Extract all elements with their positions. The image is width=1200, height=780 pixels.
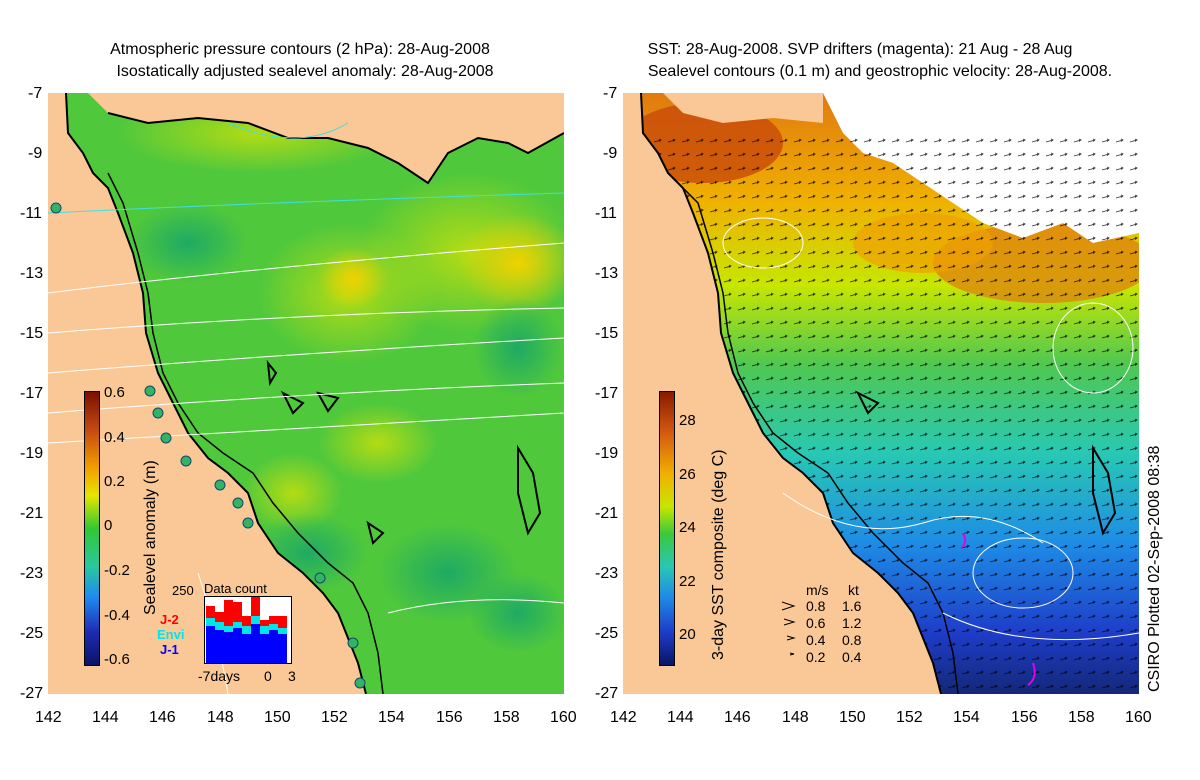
sealevel-colorbar-label: Sealevel anomaly (m) [142,460,159,615]
right-xtick-3: 148 [782,709,809,726]
left-ytick-10: -27 [20,685,44,702]
left-title-line1: Atmospheric pressure contours (2 hPa): 2… [110,41,490,58]
left-xtick-6: 154 [378,709,405,726]
sl-cbar-tick-2: 0.2 [104,473,125,490]
data-count-ymax: 250 [172,583,194,598]
left-ytick-9: -25 [20,625,44,642]
sealevel-anomaly-map-svg [48,93,564,694]
data-count-histogram [204,596,292,664]
sl-cbar-tick-6: -0.6 [104,651,130,668]
right-ytick-3: -13 [595,265,619,282]
right-ytick-2: -11 [595,205,617,222]
data-count-title: Data count [204,581,267,596]
velocity-legend-kt-0: 1.6 [842,598,862,614]
sl-cbar-tick-3: 0 [104,517,113,534]
left-xtick-9: 160 [550,709,577,726]
left-ytick-7: -21 [20,505,44,522]
right-ytick-10: -27 [595,685,619,702]
right-xtick-0: 142 [610,709,637,726]
right-ytick-0: -7 [603,85,618,102]
plot-credit: CSIRO Plotted 02-Sep-2008 08:38 [1146,445,1163,692]
velocity-legend-ms-1: 0.6 [806,615,826,631]
right-xtick-8: 158 [1068,709,1095,726]
left-ytick-0: -7 [28,85,43,102]
right-xtick-9: 160 [1125,709,1152,726]
right-title-line1: SST: 28-Aug-2008. SVP drifters (magenta)… [647,41,1073,58]
data-count-legend-envi: Envi [157,627,185,642]
left-xtick-3: 148 [207,709,234,726]
data-count-legend-j2: J-2 [160,612,179,627]
right-xtick-6: 154 [953,709,980,726]
sst-cbar-tick-0: 28 [679,412,696,429]
sealevel-anomaly-map [48,93,564,694]
sst-cbar-tick-1: 26 [679,466,696,483]
data-count-xlabel-start: -7days [198,668,241,684]
left-xtick-0: 142 [35,709,62,726]
right-xtick-5: 152 [896,709,923,726]
sst-cbar-tick-4: 20 [679,626,696,643]
sst-colorbar-label: 3-day SST composite (deg C) [710,449,727,660]
right-ytick-5: -17 [595,385,619,402]
right-ytick-1: -9 [603,145,618,162]
left-xtick-5: 152 [321,709,348,726]
velocity-legend-kt-3: 0.4 [842,649,862,665]
right-ytick-8: -23 [595,565,619,582]
data-count-xlabel-end: 3 [288,668,296,684]
right-title-line2: Sealevel contours (0.1 m) and geostrophi… [647,63,1113,80]
right-ytick-7: -21 [595,505,619,522]
left-title-line2: Isostatically adjusted sealevel anomaly:… [116,63,494,80]
left-ytick-6: -19 [20,445,44,462]
sl-cbar-tick-5: -0.4 [104,607,130,624]
velocity-legend-arrows-svg [781,601,796,656]
right-ytick-9: -25 [595,625,619,642]
sst-cbar-tick-2: 24 [679,519,696,536]
right-ytick-6: -19 [595,445,619,462]
left-ytick-2: -11 [20,205,42,222]
left-ytick-8: -23 [20,565,44,582]
data-count-legend-j1: J-1 [160,642,179,657]
right-xtick-2: 146 [724,709,751,726]
velocity-legend-arrows [780,598,800,666]
sl-cbar-tick-4: -0.2 [104,562,130,579]
left-xtick-4: 150 [264,709,291,726]
data-count-bars [204,596,292,664]
left-xtick-2: 146 [149,709,176,726]
sealevel-colorbar [84,391,100,666]
left-xtick-7: 156 [436,709,463,726]
velocity-legend-kt-1: 1.2 [842,615,862,631]
velocity-legend-ms-0: 0.8 [806,598,826,614]
left-xtick-8: 158 [493,709,520,726]
left-ytick-5: -17 [20,385,44,402]
data-count-xlabel-zero: 0 [264,668,272,684]
right-xtick-4: 150 [839,709,866,726]
velocity-legend-header-ms: m/s [806,582,829,598]
right-ytick-4: -15 [595,325,619,342]
left-ytick-3: -13 [20,265,44,282]
sst-map [623,93,1139,694]
left-xtick-1: 144 [92,709,119,726]
sl-cbar-tick-0: 0.6 [104,384,125,401]
velocity-legend-ms-3: 0.2 [806,649,826,665]
right-xtick-7: 156 [1011,709,1038,726]
sl-cbar-tick-1: 0.4 [104,429,125,446]
sst-colorbar [659,391,675,666]
sst-map-svg [623,93,1139,694]
left-ytick-4: -15 [20,325,44,342]
velocity-legend-header-kt: kt [848,582,859,598]
velocity-legend-ms-2: 0.4 [806,632,826,648]
sst-cbar-tick-3: 22 [679,573,696,590]
right-xtick-1: 144 [667,709,694,726]
velocity-legend-kt-2: 0.8 [842,632,862,648]
left-ytick-1: -9 [28,145,43,162]
